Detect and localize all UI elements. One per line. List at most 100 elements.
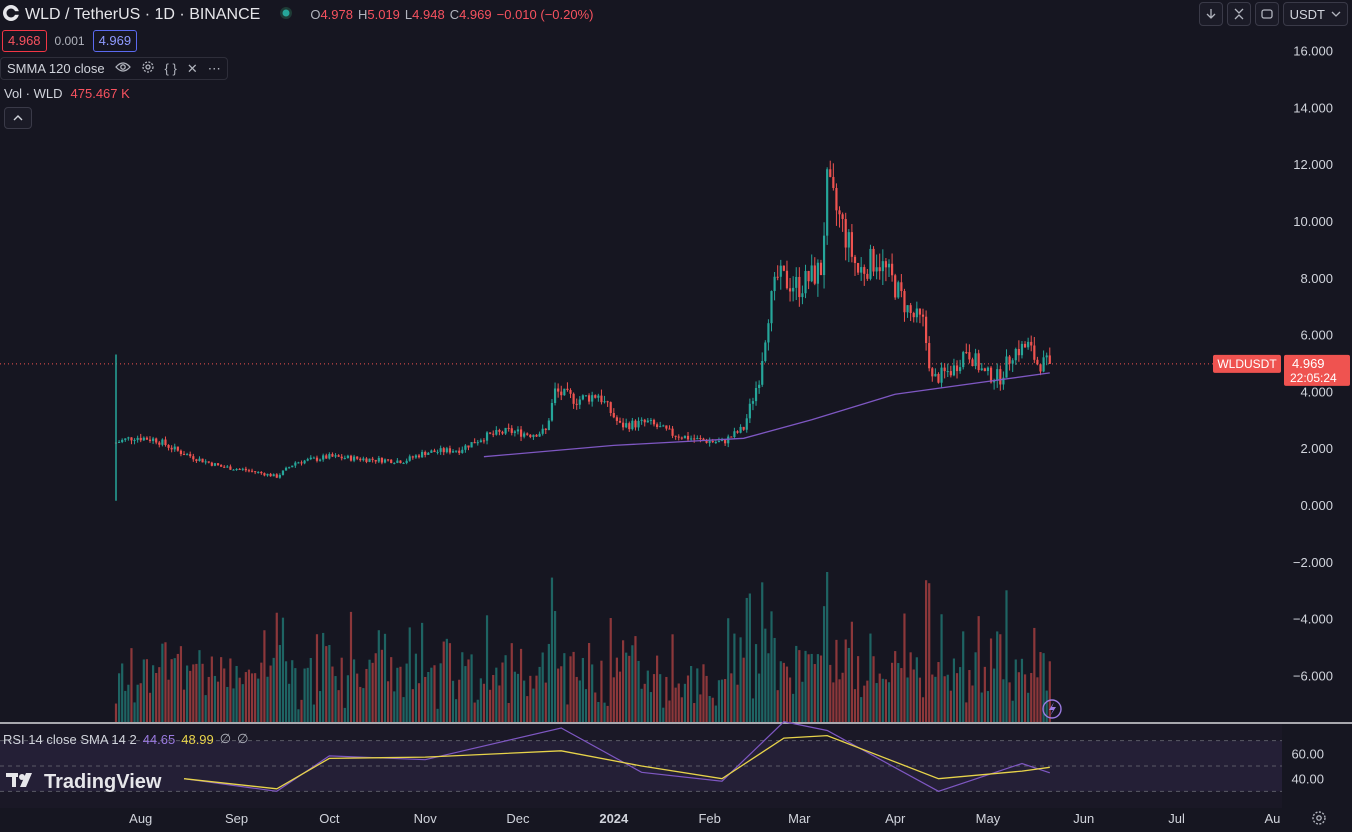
volume-bar <box>278 645 281 722</box>
candle-body <box>1027 341 1030 348</box>
time-axis-tick-label: Dec <box>506 811 530 826</box>
candle-body <box>621 422 625 428</box>
volume-bar <box>844 639 847 722</box>
price-axis-tick-label: −6.000 <box>1293 668 1333 683</box>
candle-body <box>318 459 322 461</box>
candle-body <box>714 441 717 443</box>
source-code-icon[interactable]: { } <box>164 61 177 76</box>
candle-body <box>235 468 238 470</box>
eye-icon[interactable] <box>114 61 131 76</box>
smma-legend[interactable]: SMMA 120 close { } ✕ ⋯ <box>0 57 228 80</box>
candle-body <box>325 455 328 459</box>
collapse-legend-button[interactable] <box>4 107 32 129</box>
volume-bar <box>897 663 900 722</box>
compress-icon[interactable] <box>1226 2 1251 26</box>
volume-bar <box>900 668 903 722</box>
volume-bar <box>955 673 959 722</box>
candles <box>114 160 1051 501</box>
rsi-legend[interactable]: RSI 14 close SMA 14 2 44.65 48.99 ∅ ∅ <box>3 731 248 747</box>
time-axis-tick-label: Jun <box>1073 811 1094 826</box>
candle-body <box>798 276 801 298</box>
currency-select[interactable]: USDT <box>1282 2 1348 26</box>
symbol-title[interactable]: WLD / TetherUS · 1D · BINANCE <box>25 5 261 23</box>
bid-price[interactable]: 4.968 <box>2 30 47 52</box>
ask-price[interactable]: 4.969 <box>92 30 138 52</box>
candle-body <box>640 419 643 421</box>
candle-body <box>955 365 959 372</box>
candle-body <box>699 438 702 440</box>
volume-bar <box>625 652 628 722</box>
volume-bar <box>674 687 677 722</box>
candle-body <box>785 270 789 289</box>
candle-body <box>989 367 993 383</box>
price-axis-tick-label: 8.000 <box>1300 271 1333 286</box>
candle-body <box>541 428 544 434</box>
candle-body <box>421 451 424 458</box>
volume-bar <box>485 615 489 722</box>
candle-body <box>458 450 461 453</box>
last-price-tag <box>1284 354 1350 386</box>
volume-bar <box>173 658 176 722</box>
volume-bar <box>826 572 829 722</box>
candle-body <box>189 454 192 457</box>
candle-body <box>847 232 850 248</box>
chevron-up-icon[interactable] <box>4 107 32 129</box>
volume-bar <box>965 702 968 722</box>
volume-bar <box>940 614 943 722</box>
tradingview-logo[interactable]: TradingView <box>6 770 161 795</box>
volume-bar <box>968 670 971 722</box>
candle-body <box>754 387 758 402</box>
candle-body <box>544 428 547 430</box>
time-axis-tick-label: Feb <box>698 811 720 826</box>
candle-body <box>662 425 665 427</box>
candle-body <box>266 473 269 476</box>
candle-body <box>587 395 591 402</box>
market-status-icon[interactable] <box>279 6 293 23</box>
volume-legend[interactable]: Vol · WLD 475.467 K <box>4 86 130 101</box>
candle-body <box>155 438 158 443</box>
volume-bar <box>492 675 495 722</box>
volume-bar <box>594 692 597 722</box>
volume-bar <box>606 705 609 722</box>
candle-body <box>396 460 399 463</box>
volume-bar <box>686 675 690 722</box>
volume-bar <box>223 668 226 722</box>
rsi-value: 44.65 <box>142 731 176 747</box>
candle-body <box>464 445 467 450</box>
volume-bar <box>390 657 393 722</box>
candle-body <box>424 451 427 455</box>
candle-body <box>659 426 662 428</box>
volume-bar <box>727 618 730 722</box>
volume-bar <box>909 652 912 722</box>
volume-bar <box>198 650 201 722</box>
symbol-price-tag <box>1213 354 1281 373</box>
settings-icon[interactable] <box>141 60 155 77</box>
remove-icon[interactable]: ✕ <box>186 60 198 76</box>
volume-bar <box>306 667 309 722</box>
candle-body <box>356 456 359 459</box>
volume-bar <box>915 657 918 722</box>
refresh-icon[interactable] <box>1254 2 1279 26</box>
candle-body <box>247 470 251 472</box>
volume-bar <box>291 660 294 722</box>
volume-bar <box>640 688 643 722</box>
scroll-down-icon[interactable] <box>1198 2 1223 26</box>
volume-bar <box>328 644 331 722</box>
candle-body <box>776 276 779 278</box>
candle-body <box>1048 355 1051 364</box>
more-icon[interactable]: ⋯ <box>207 60 221 76</box>
candle-body <box>770 291 773 324</box>
volume-bar <box>161 643 164 722</box>
volume-bar <box>244 672 247 722</box>
candle-body <box>263 473 266 476</box>
candle-body <box>560 391 563 396</box>
volume-bar <box>705 675 708 722</box>
bid-ask-row: 4.968 0.001 4.969 <box>2 30 138 52</box>
volume-bar <box>417 683 421 722</box>
candle-body <box>479 440 482 443</box>
candle-body <box>983 368 986 371</box>
candle-body <box>591 395 594 402</box>
time-axis-tick-label: Apr <box>885 811 906 826</box>
volume-bar <box>931 674 934 722</box>
